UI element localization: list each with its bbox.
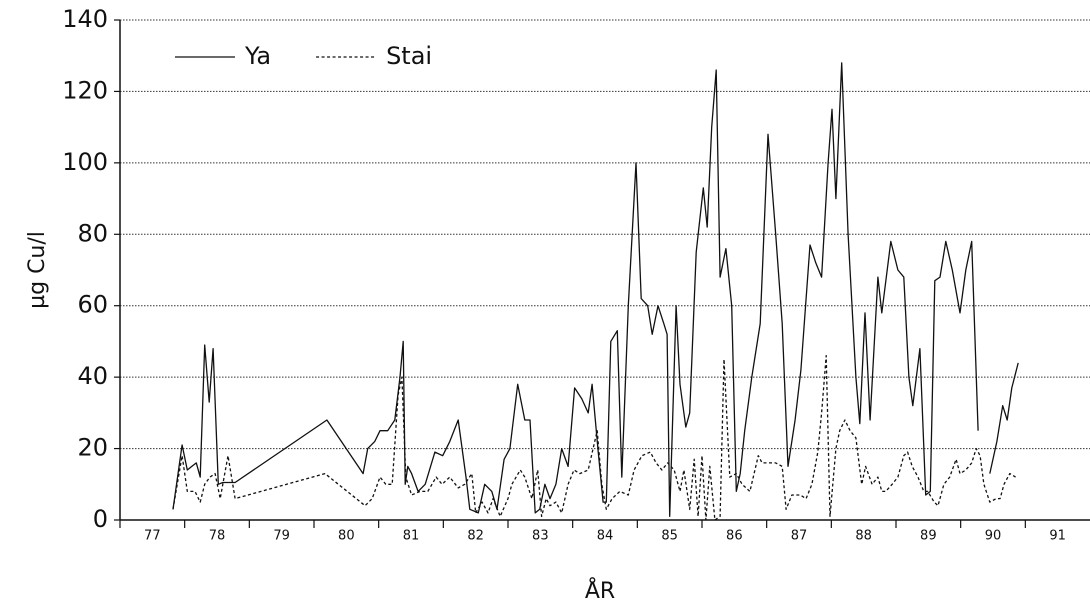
- x-tick-label: 87: [791, 529, 808, 544]
- y-tick-label: 80: [77, 219, 108, 247]
- x-tick-label: 80: [338, 529, 355, 544]
- x-axis-title: ÅR: [585, 577, 615, 604]
- x-tick-label: 78: [209, 529, 226, 544]
- x-tick-label: 89: [920, 529, 937, 544]
- y-axis-title: µg Cu/l: [25, 231, 50, 309]
- legend-label: Ya: [244, 42, 271, 70]
- y-tick-label: 120: [62, 76, 108, 104]
- x-tick-label: 85: [661, 529, 678, 544]
- data-line: [172, 62, 1019, 518]
- y-tick-label: 40: [77, 362, 108, 390]
- y-tick-label: 0: [93, 505, 108, 533]
- x-tick-label: 88: [855, 529, 872, 544]
- y-tick-label: 100: [62, 148, 108, 176]
- x-tick-label: 79: [273, 529, 290, 544]
- x-tick-label: 91: [1049, 529, 1066, 544]
- y-tick-label: 60: [77, 291, 108, 319]
- x-tick-label: 84: [597, 529, 614, 544]
- x-tick-label: 77: [144, 529, 161, 544]
- data-line: [172, 355, 1016, 521]
- x-tick-label: 83: [532, 529, 549, 544]
- x-tick-label: 81: [403, 529, 420, 544]
- y-tick-label: 20: [77, 434, 108, 462]
- y-tick-label: 140: [62, 5, 108, 33]
- x-tick-label: 82: [467, 529, 484, 544]
- legend-label: Stai: [386, 42, 432, 70]
- x-tick-label: 90: [985, 529, 1002, 544]
- x-tick-label: 86: [726, 529, 743, 544]
